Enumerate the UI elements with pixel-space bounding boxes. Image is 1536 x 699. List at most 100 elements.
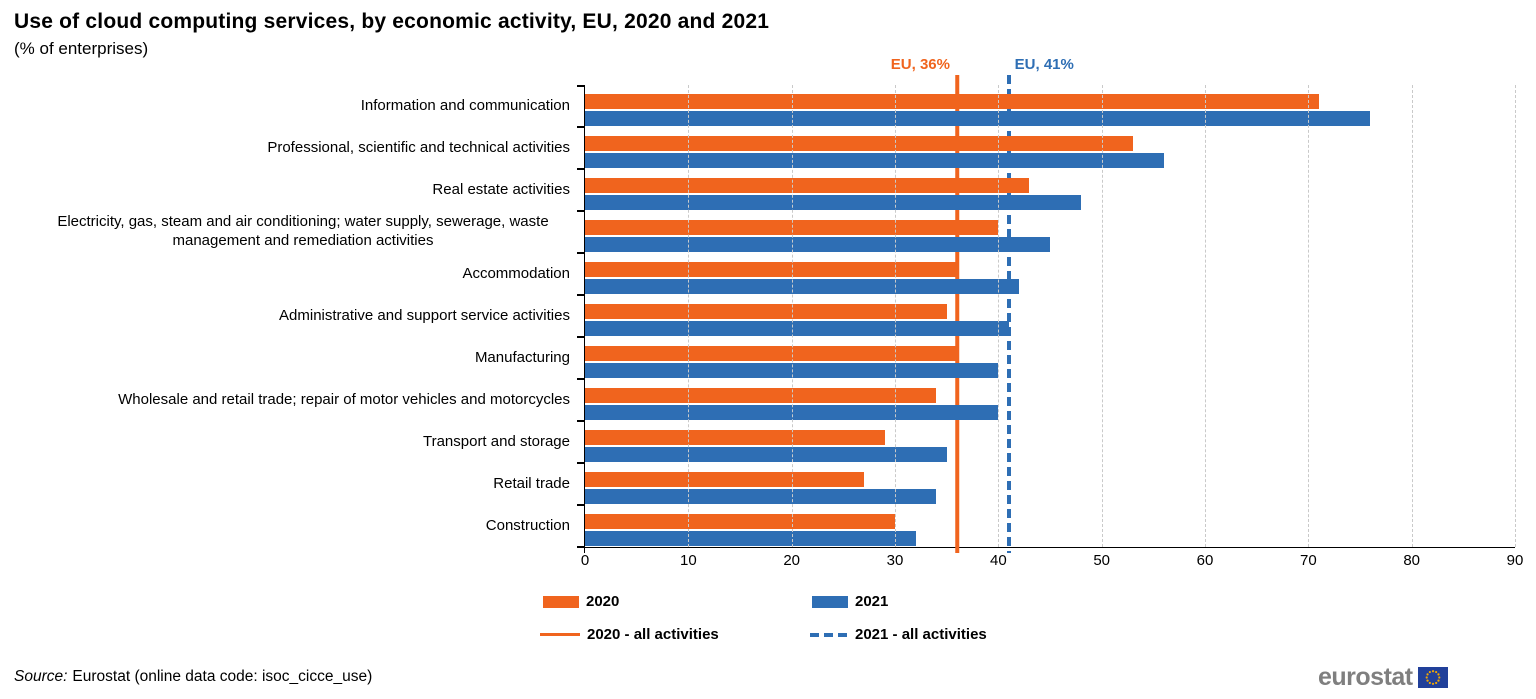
x-tick-label: 50 [1093, 552, 1110, 569]
category-label: Real estate activities [432, 180, 570, 198]
bar-2020 [585, 94, 1319, 109]
legend-swatch-2020-line [540, 632, 580, 637]
bar-group [585, 295, 1515, 337]
y-tick [576, 462, 584, 464]
x-tick-label: 70 [1299, 552, 1317, 569]
bar-2020 [585, 514, 895, 529]
bar-2021 [585, 531, 916, 546]
x-tick-label: 90 [1506, 552, 1524, 569]
bar-2021 [585, 237, 1050, 252]
bar-group [585, 505, 1515, 547]
legend-label-2020: 2020 [586, 593, 620, 610]
bar-2020 [585, 262, 957, 277]
legend-item-2020-all-activities: 2020 - all activities [540, 626, 719, 643]
bar-2020 [585, 304, 947, 319]
y-tick [576, 546, 584, 548]
y-tick [576, 168, 584, 170]
gridline [998, 85, 1000, 547]
legend-label-2020-all: 2020 - all activities [587, 626, 719, 643]
y-tick [576, 504, 584, 506]
source-note: Source: Eurostat (online data code: isoc_… [14, 668, 372, 686]
category-label: Retail trade [493, 474, 570, 492]
y-tick [576, 126, 584, 128]
bar-2021 [585, 447, 947, 462]
bar-2020 [585, 472, 864, 487]
y-tick [576, 294, 584, 296]
category-label: Accommodation [462, 264, 570, 282]
ref-label-2021: EU, 41% [1014, 56, 1074, 73]
ref-label-2020: EU, 36% [890, 56, 950, 73]
gridline [791, 85, 793, 547]
source-text: Eurostat (online data code: isoc_cicce_u… [72, 668, 373, 685]
bar-2021 [585, 153, 1164, 168]
bar-2021 [585, 195, 1081, 210]
legend-item-2020: 2020 [543, 593, 619, 610]
legend-label-2021: 2021 [855, 593, 889, 610]
category-label: Transport and storage [422, 432, 570, 450]
page-subtitle: (% of enterprises) [14, 39, 149, 58]
legend-swatch-2021-line [810, 632, 848, 637]
gridline [1515, 85, 1516, 547]
y-tick [576, 378, 584, 380]
bar-group [585, 211, 1515, 253]
category-label: Administrative and support service activ… [279, 306, 570, 324]
category-label: Information and communication [360, 96, 570, 114]
x-tick-label: 0 [580, 552, 590, 569]
x-tick-label: 60 [1196, 552, 1214, 569]
plot-area: EU, 36% EU, 41% 0 10 20 30 40 50 60 70 80 90 [576, 56, 1523, 569]
gridline [688, 85, 690, 547]
bar-group [585, 463, 1515, 505]
legend-item-2021: 2021 [812, 593, 888, 610]
bar-group [585, 85, 1515, 127]
y-axis-stub [583, 547, 585, 553]
gridline [1308, 85, 1310, 547]
x-tick-label: 10 [679, 552, 697, 569]
x-tick-label: 20 [783, 552, 800, 569]
bar-group [585, 379, 1515, 421]
eurostat-logo: eurostat [1318, 663, 1448, 692]
y-tick [576, 252, 584, 254]
bar-group [585, 169, 1515, 211]
bar-2021 [585, 489, 937, 504]
eu-flag-icon [1417, 667, 1448, 688]
bar-2021 [585, 111, 1371, 126]
bar-group [585, 253, 1515, 295]
category-label: Manufacturing [474, 348, 570, 366]
x-tick-label: 30 [886, 552, 904, 569]
bar-2020 [585, 136, 1133, 151]
bar-2020 [585, 178, 1030, 193]
gridline [1204, 85, 1206, 547]
category-label: Construction [485, 516, 570, 534]
page-title: Use of cloud computing services, by econ… [14, 10, 770, 33]
legend-item-2021-all-activities: 2021 - all activities [810, 626, 987, 643]
gridline [1411, 85, 1413, 547]
bar-group [585, 337, 1515, 379]
y-tick [576, 210, 584, 212]
legend-swatch-2021 [812, 595, 848, 608]
category-labels: Information and communication Professiona… [0, 85, 570, 547]
ref-line-2021 [1006, 75, 1011, 553]
category-label: Electricity, gas, steam and air conditio… [57, 213, 549, 249]
ref-line-2020 [955, 75, 959, 553]
bar-2020 [585, 430, 885, 445]
y-tick [576, 85, 584, 87]
legend-swatch-2020 [543, 595, 579, 608]
category-label: Wholesale and retail trade; repair of mo… [118, 390, 570, 408]
bar-2021 [585, 279, 1019, 294]
gridline [1101, 85, 1103, 547]
y-tick [576, 420, 584, 422]
category-label: Professional, scientific and technical a… [267, 138, 570, 156]
gridline [894, 85, 896, 547]
y-tick [576, 336, 584, 338]
legend-label-2021-all: 2021 - all activities [855, 626, 987, 643]
source-prefix: Source: [14, 668, 68, 685]
bar-group [585, 127, 1515, 169]
bar-group [585, 421, 1515, 463]
bar-2020 [585, 346, 957, 361]
x-tick-label: 80 [1403, 552, 1420, 569]
eurostat-logo-text: eurostat [1318, 663, 1413, 691]
bar-2021 [585, 321, 1009, 336]
bar-2020 [585, 388, 937, 403]
x-tick-label: 40 [989, 552, 1007, 569]
